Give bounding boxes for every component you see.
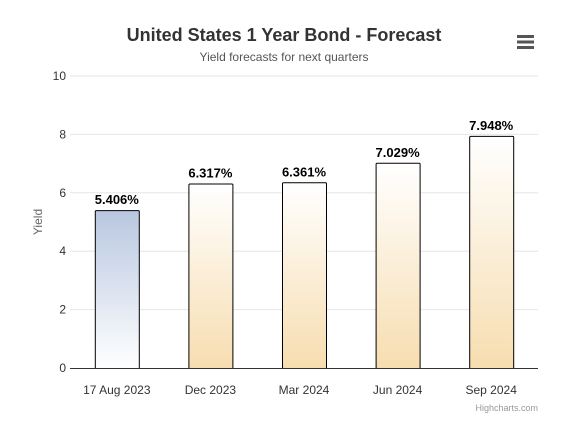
bar-forecast[interactable] bbox=[188, 183, 234, 369]
chart-menu-button[interactable] bbox=[512, 30, 540, 54]
bar-forecast[interactable] bbox=[375, 162, 421, 369]
bar-data-label: 6.361% bbox=[282, 164, 327, 179]
credits-link[interactable]: Highcharts.com bbox=[475, 403, 538, 413]
y-tick-label: 10 bbox=[53, 69, 67, 83]
y-tick-label: 6 bbox=[59, 186, 66, 200]
bar-data-label: 7.029% bbox=[376, 145, 421, 160]
x-tick-label: Dec 2023 bbox=[185, 383, 237, 397]
y-tick-label: 2 bbox=[59, 303, 66, 317]
data-labels: 5.406% 6.317% 6.361% 7.029% 7.948% bbox=[95, 118, 514, 207]
y-tick-label: 0 bbox=[59, 361, 66, 375]
bar-forecast[interactable] bbox=[469, 135, 515, 369]
y-axis-ticks: 0 2 4 6 8 10 bbox=[53, 69, 67, 375]
x-axis-ticks: 17 Aug 2023 Dec 2023 Mar 2024 Jun 2024 Sep 2… bbox=[83, 383, 517, 397]
bar-series bbox=[94, 135, 515, 369]
y-tick-label: 4 bbox=[59, 244, 66, 258]
bar-data-label: 7.948% bbox=[469, 118, 514, 133]
chart-subtitle: Yield forecasts for next quarters bbox=[200, 50, 369, 64]
hamburger-menu-icon bbox=[517, 35, 534, 49]
bar-data-label: 5.406% bbox=[95, 192, 140, 207]
y-axis-label: Yield bbox=[31, 209, 45, 235]
bar-forecast[interactable] bbox=[282, 182, 327, 369]
x-tick-label: Jun 2024 bbox=[373, 383, 423, 397]
x-tick-label: 17 Aug 2023 bbox=[83, 383, 151, 397]
bar-current[interactable] bbox=[94, 210, 140, 369]
bar-data-label: 6.317% bbox=[188, 166, 233, 181]
x-tick-label: Sep 2024 bbox=[466, 383, 518, 397]
y-tick-label: 8 bbox=[59, 127, 66, 141]
chart-title: United States 1 Year Bond - Forecast bbox=[127, 25, 442, 45]
x-tick-label: Mar 2024 bbox=[279, 383, 330, 397]
